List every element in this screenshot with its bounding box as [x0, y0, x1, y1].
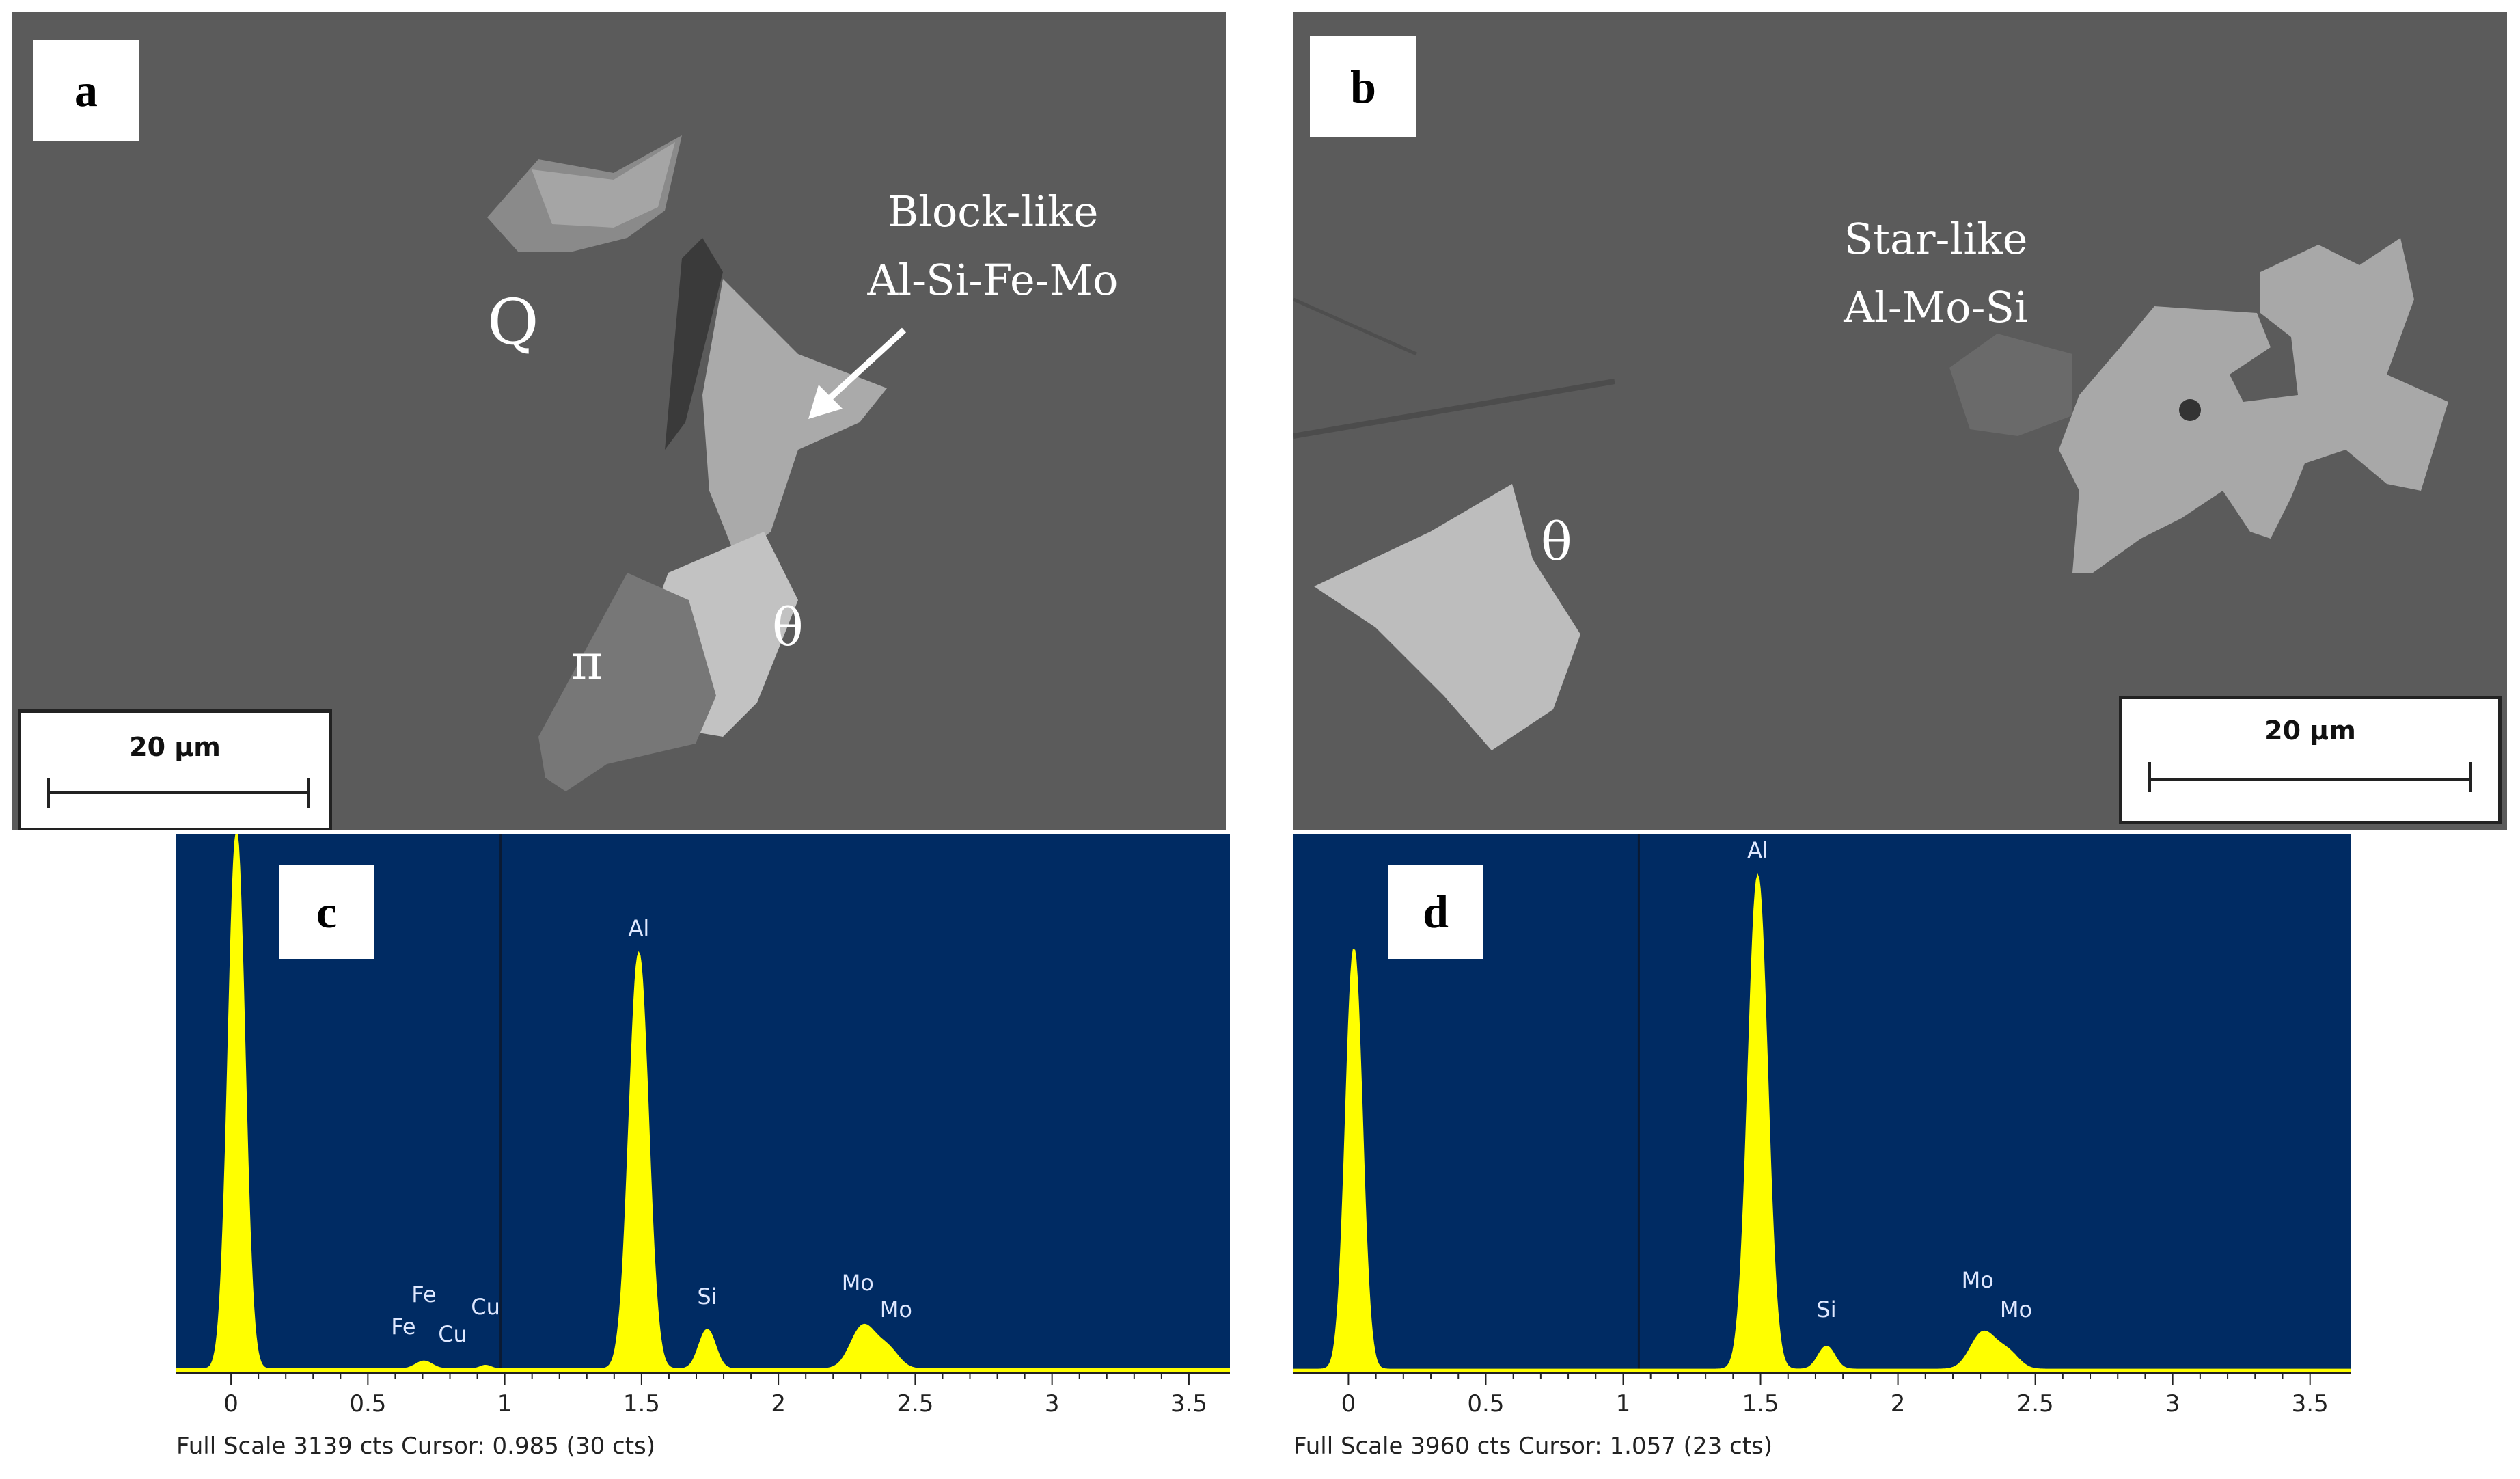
x-tick-label: 2 — [771, 1390, 786, 1417]
pointer-arrow — [819, 327, 907, 408]
x-tick-label: 3 — [1044, 1390, 1060, 1417]
x-axis-ticks — [1347, 1374, 2311, 1385]
pi-phase-particle — [538, 573, 716, 791]
eds-spectrum-c-plot — [176, 834, 1230, 1374]
star-like-particle — [2059, 238, 2448, 573]
scale-bar-b-tick-right — [2469, 762, 2472, 792]
panel-letter-b: b — [1310, 36, 1416, 137]
peak-label: Mo — [1961, 1267, 1994, 1294]
panel-letter-a: a — [33, 40, 139, 141]
sem-image-a: a Block-like Al-Si-Fe-Mo Q π θ 20 µm — [12, 12, 1226, 830]
phase-label-pi: π — [571, 634, 603, 690]
scale-bar-a-tick-right — [307, 778, 310, 808]
phase-label-theta: θ — [772, 597, 804, 657]
panel-letter-c: c — [279, 865, 374, 959]
x-tick-label: 0.5 — [1467, 1390, 1505, 1417]
eds-spectrum-c-x-axis: 0 0.5 1 1.5 2 2.5 3 3.5 Full Scale 3139 cts Curs… — [176, 1374, 1230, 1469]
peak-label: Cu — [471, 1294, 500, 1320]
eds-spectrum-c: c Fe Fe Cu Cu Al Si Mo Mo — [176, 834, 1230, 1374]
peak-label: Cu — [438, 1320, 467, 1347]
peak-label: Mo — [1999, 1297, 2033, 1323]
scale-bar-a: 20 µm — [18, 709, 332, 830]
sem-image-b-graphic — [1293, 12, 2507, 830]
x-axis-ticks — [230, 1374, 1190, 1385]
peak-label: Fe — [411, 1281, 437, 1308]
x-tick-label: 1 — [1615, 1390, 1631, 1417]
x-tick-label: 0.5 — [349, 1390, 387, 1417]
phase-label-q: Q — [487, 286, 539, 359]
scale-bar-a-tick-left — [47, 778, 50, 808]
x-tick-label: 2 — [1890, 1390, 1906, 1417]
peak-label: Si — [697, 1283, 717, 1310]
eds-spectrum-d-plot — [1293, 834, 2351, 1374]
sem-image-b: b Star-like Al-Mo-Si θ 20 µm — [1293, 12, 2507, 830]
scale-bar-b: 20 µm — [2119, 696, 2502, 824]
x-tick-label: 1 — [497, 1390, 512, 1417]
scale-bar-a-line — [49, 791, 308, 794]
scale-bar-b-label: 20 µm — [2264, 716, 2356, 746]
block-like-label-line2: Al-Si-Fe-Mo — [867, 255, 1119, 305]
block-like-particle — [702, 279, 887, 559]
star-like-label-line1: Star-like — [1844, 214, 2028, 264]
phase-label-theta-b: θ — [1541, 511, 1572, 572]
eds-spectrum-d: d Al Si Mo Mo — [1293, 834, 2351, 1374]
peak-label: Al — [628, 915, 650, 942]
scale-bar-a-label: 20 µm — [129, 732, 221, 762]
star-like-label-line2: Al-Mo-Si — [1844, 282, 2028, 332]
peak-label: Mo — [879, 1297, 912, 1323]
x-tick-label: 1.5 — [622, 1390, 660, 1417]
sem-image-a-graphic — [12, 12, 1226, 830]
theta-phase-region-b — [1314, 484, 1580, 750]
peak-label: Al — [1747, 837, 1768, 864]
spectrum-curve — [1293, 873, 2351, 1372]
spectrum-curve — [176, 834, 1230, 1372]
peak-label: Fe — [391, 1314, 416, 1340]
scale-bar-b-line — [2150, 778, 2471, 781]
spectrum-footer-text: Full Scale 3139 cts Cursor: 0.985 (30 ct… — [176, 1433, 656, 1460]
x-tick-label: 0 — [1341, 1390, 1356, 1417]
block-like-label-line1: Block-like — [887, 187, 1099, 236]
x-tick-label: 3 — [2165, 1390, 2180, 1417]
x-tick-label: 3.5 — [1170, 1390, 1207, 1417]
peak-label: Mo — [841, 1269, 874, 1296]
spectrum-footer-text: Full Scale 3960 cts Cursor: 1.057 (23 ct… — [1293, 1433, 1773, 1460]
scale-bar-b-tick-left — [2148, 762, 2151, 792]
x-tick-label: 0 — [223, 1390, 238, 1417]
panel-letter-d: d — [1388, 865, 1483, 959]
eds-spectrum-d-x-axis: 0 0.5 1 1.5 2 2.5 3 3.5 Full Scale 3960 cts Curs… — [1293, 1374, 2351, 1469]
x-tick-label: 2.5 — [2016, 1390, 2054, 1417]
x-tick-label: 2.5 — [896, 1390, 934, 1417]
peak-label: Si — [1816, 1297, 1837, 1323]
x-tick-label: 3.5 — [2291, 1390, 2329, 1417]
x-tick-label: 1.5 — [1742, 1390, 1779, 1417]
